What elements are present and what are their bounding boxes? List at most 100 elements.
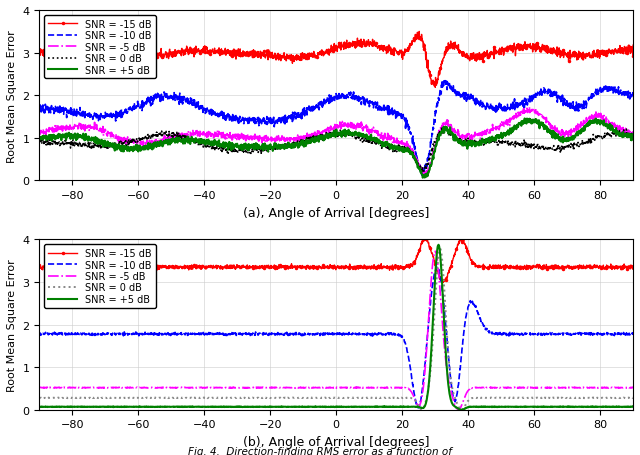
SNR = -5 dB: [612, 385, 620, 390]
SNR = +5 dB: [612, 404, 620, 410]
SNR = -10 dB: [433, 265, 440, 270]
SNR = -5 dB: [503, 121, 511, 126]
SNR = 0 dB: [66, 142, 74, 147]
Line: SNR = -10 dB: SNR = -10 dB: [39, 81, 633, 176]
SNR = -10 dB: [612, 89, 620, 94]
SNR = -15 dB: [438, 280, 446, 285]
Line: SNR = -15 dB: SNR = -15 dB: [37, 238, 635, 285]
SNR = +5 dB: [35, 138, 43, 143]
SNR = +5 dB: [308, 404, 316, 410]
SNR = -15 dB: [504, 45, 511, 50]
SNR = +5 dB: [612, 126, 620, 131]
Legend: SNR = -15 dB, SNR = -10 dB, SNR = -5 dB, SNR = 0 dB, SNR = +5 dB: SNR = -15 dB, SNR = -10 dB, SNR = -5 dB,…: [44, 245, 156, 308]
SNR = -5 dB: [66, 384, 74, 390]
SNR = 0 dB: [324, 395, 332, 401]
SNR = -15 dB: [35, 52, 43, 57]
SNR = 0 dB: [504, 395, 511, 400]
SNR = +5 dB: [504, 404, 511, 410]
SNR = 0 dB: [308, 137, 316, 143]
SNR = -15 dB: [629, 43, 637, 49]
SNR = -10 dB: [441, 79, 449, 84]
Text: Fig. 4.  Direction-finding RMS error as a function of: Fig. 4. Direction-finding RMS error as a…: [188, 446, 452, 455]
SNR = -15 dB: [612, 266, 620, 272]
Line: SNR = 0 dB: SNR = 0 dB: [39, 249, 633, 410]
SNR = 0 dB: [324, 133, 332, 139]
SNR = +5 dB: [435, 243, 442, 248]
SNR = +5 dB: [66, 404, 74, 410]
SNR = -15 dB: [612, 50, 620, 55]
SNR = +5 dB: [419, 176, 427, 181]
SNR = 0 dB: [612, 395, 620, 401]
SNR = 0 dB: [629, 395, 637, 401]
SNR = +5 dB: [324, 133, 332, 139]
SNR = -15 dB: [504, 263, 511, 269]
Line: SNR = -10 dB: SNR = -10 dB: [39, 268, 633, 408]
SNR = -5 dB: [35, 385, 43, 390]
SNR = -5 dB: [308, 385, 316, 390]
SNR = -5 dB: [612, 123, 620, 128]
Line: SNR = +5 dB: SNR = +5 dB: [39, 245, 633, 410]
X-axis label: (a), Angle of Arrival [degrees]: (a), Angle of Arrival [degrees]: [243, 206, 429, 219]
SNR = 0 dB: [418, 171, 426, 176]
SNR = -10 dB: [629, 331, 637, 336]
SNR = -5 dB: [308, 135, 316, 140]
SNR = -15 dB: [324, 265, 332, 270]
SNR = -10 dB: [324, 331, 332, 337]
SNR = -10 dB: [308, 331, 316, 337]
SNR = -15 dB: [308, 55, 316, 61]
SNR = +5 dB: [503, 131, 511, 136]
SNR = -10 dB: [35, 108, 43, 113]
SNR = -15 dB: [35, 263, 43, 268]
Line: SNR = -5 dB: SNR = -5 dB: [39, 108, 633, 176]
SNR = 0 dB: [35, 139, 43, 144]
SNR = -15 dB: [66, 264, 74, 270]
SNR = 0 dB: [612, 131, 620, 136]
SNR = -5 dB: [454, 407, 462, 413]
SNR = -15 dB: [415, 30, 423, 35]
SNR = +5 dB: [66, 132, 74, 137]
SNR = -5 dB: [324, 126, 332, 131]
SNR = -10 dB: [629, 91, 637, 97]
SNR = -5 dB: [612, 385, 620, 390]
SNR = -15 dB: [431, 86, 439, 91]
SNR = 0 dB: [308, 395, 316, 400]
SNR = +5 dB: [457, 407, 465, 413]
SNR = -15 dB: [324, 50, 332, 55]
SNR = -10 dB: [504, 331, 511, 337]
SNR = -5 dB: [504, 385, 511, 390]
SNR = -5 dB: [431, 249, 439, 254]
SNR = -10 dB: [414, 405, 422, 410]
SNR = -15 dB: [66, 45, 74, 50]
SNR = -5 dB: [35, 129, 43, 134]
SNR = 0 dB: [504, 141, 511, 146]
SNR = 0 dB: [66, 395, 74, 400]
Line: SNR = +5 dB: SNR = +5 dB: [39, 119, 633, 178]
SNR = -15 dB: [612, 264, 620, 269]
SNR = -10 dB: [66, 331, 74, 337]
SNR = -15 dB: [420, 237, 428, 243]
SNR = -5 dB: [324, 385, 332, 391]
SNR = -10 dB: [35, 330, 43, 336]
Line: SNR = 0 dB: SNR = 0 dB: [39, 129, 633, 173]
SNR = 0 dB: [612, 131, 620, 136]
SNR = -5 dB: [629, 385, 637, 390]
SNR = -10 dB: [612, 331, 620, 337]
SNR = -5 dB: [66, 128, 74, 133]
SNR = -5 dB: [420, 173, 428, 179]
SNR = -10 dB: [612, 86, 620, 92]
SNR = -10 dB: [308, 106, 316, 111]
SNR = -15 dB: [612, 48, 620, 53]
X-axis label: (b), Angle of Arrival [degrees]: (b), Angle of Arrival [degrees]: [243, 435, 429, 448]
SNR = -10 dB: [418, 173, 426, 178]
SNR = +5 dB: [308, 139, 316, 144]
SNR = -5 dB: [629, 131, 637, 136]
SNR = -10 dB: [612, 331, 620, 337]
SNR = 0 dB: [443, 126, 451, 131]
SNR = -5 dB: [612, 125, 620, 130]
Line: SNR = -5 dB: SNR = -5 dB: [39, 252, 633, 410]
SNR = 0 dB: [436, 247, 444, 252]
SNR = +5 dB: [521, 116, 529, 122]
SNR = +5 dB: [612, 132, 620, 137]
SNR = -15 dB: [308, 264, 316, 269]
SNR = -15 dB: [629, 266, 637, 272]
